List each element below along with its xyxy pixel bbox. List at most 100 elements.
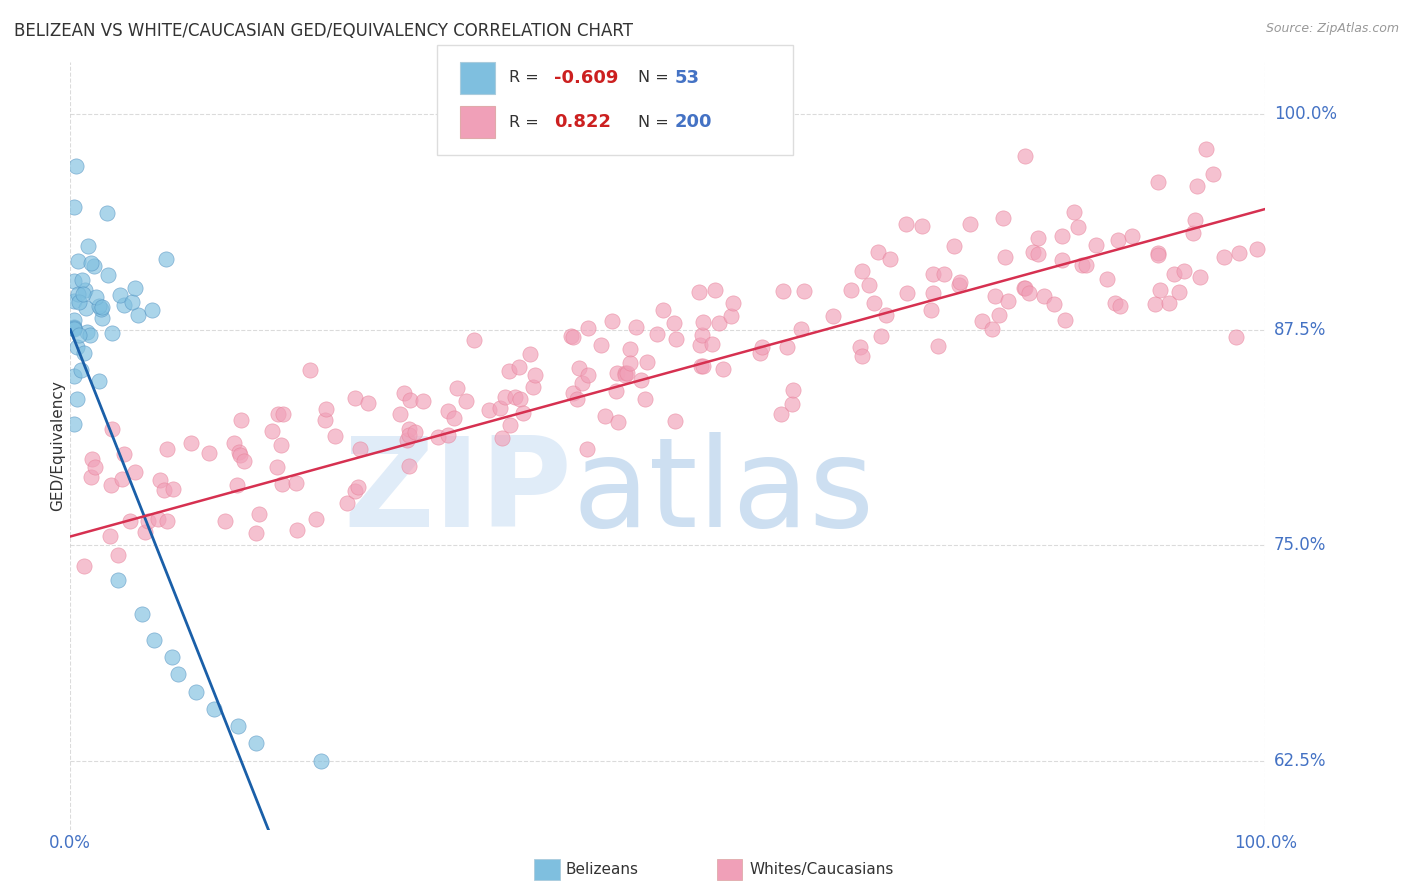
Point: [267, 407, 290, 421]
Point: [76, 325, 98, 339]
Point: [404, 425, 426, 440]
Point: [711, 361, 734, 376]
Point: [875, 308, 897, 322]
Point: [90, 301, 112, 315]
Point: [858, 277, 880, 292]
Point: [616, 366, 638, 380]
Point: [323, 429, 346, 443]
Point: [562, 386, 585, 401]
Text: 200: 200: [675, 113, 713, 131]
Text: R =: R =: [509, 115, 548, 129]
Point: [478, 403, 501, 417]
Point: [619, 342, 641, 356]
Point: [1121, 229, 1143, 244]
Point: [180, 435, 202, 450]
Point: [392, 386, 415, 401]
Text: BELIZEAN VS WHITE/CAUCASIAN GED/EQUIVALENCY CORRELATION CHART: BELIZEAN VS WHITE/CAUCASIAN GED/EQUIVALE…: [14, 22, 633, 40]
Text: N =: N =: [638, 115, 669, 129]
Point: [1107, 233, 1129, 247]
Point: [1104, 296, 1126, 310]
Point: [634, 392, 657, 406]
Point: [63, 293, 86, 308]
Point: [821, 309, 844, 323]
Point: [1189, 269, 1212, 284]
Point: [309, 754, 333, 768]
Point: [87, 299, 110, 313]
Point: [357, 396, 380, 410]
Text: 53: 53: [675, 69, 700, 87]
Point: [1043, 296, 1066, 310]
Point: [997, 293, 1019, 308]
Point: [127, 308, 149, 322]
Point: [162, 482, 184, 496]
Point: [100, 326, 122, 340]
Point: [66, 340, 89, 354]
Point: [245, 525, 267, 540]
Point: [970, 314, 993, 328]
Point: [1108, 299, 1130, 313]
Point: [1182, 226, 1205, 240]
Point: [107, 573, 129, 587]
Point: [1074, 258, 1097, 272]
Point: [456, 394, 478, 409]
Point: [1014, 281, 1036, 295]
Point: [166, 667, 188, 681]
Point: [336, 495, 359, 509]
Point: [879, 252, 901, 266]
Point: [343, 484, 366, 499]
Point: [260, 424, 283, 438]
Point: [229, 448, 252, 462]
Point: [298, 363, 321, 377]
Point: [589, 338, 612, 352]
Point: [80, 256, 103, 270]
Point: [67, 286, 90, 301]
Point: [1246, 242, 1268, 256]
Point: [266, 459, 288, 474]
Point: [79, 327, 101, 342]
Point: [776, 340, 799, 354]
Point: [72, 287, 94, 301]
Point: [645, 327, 668, 342]
Point: [869, 329, 891, 343]
Point: [343, 392, 366, 406]
Point: [988, 309, 1011, 323]
Point: [1143, 297, 1166, 311]
Point: [443, 411, 465, 425]
Point: [522, 380, 544, 394]
Point: [63, 319, 86, 334]
Point: [83, 460, 105, 475]
Point: [143, 632, 166, 647]
Point: [67, 327, 90, 342]
Point: [63, 369, 86, 384]
Point: [849, 340, 872, 354]
Point: [782, 383, 804, 397]
Point: [1202, 167, 1225, 181]
Point: [851, 264, 873, 278]
Text: 100.0%: 100.0%: [1274, 105, 1337, 123]
Point: [943, 238, 966, 252]
Point: [575, 442, 598, 456]
Point: [1018, 285, 1040, 300]
Point: [346, 480, 368, 494]
Point: [86, 290, 108, 304]
Point: [949, 276, 972, 290]
Point: [1225, 330, 1247, 344]
Point: [124, 465, 146, 479]
Point: [602, 314, 624, 328]
Text: -0.609: -0.609: [554, 69, 619, 87]
Point: [1184, 212, 1206, 227]
Point: [494, 390, 516, 404]
Point: [866, 245, 889, 260]
Point: [156, 514, 179, 528]
Point: [285, 523, 308, 537]
Point: [63, 200, 86, 214]
Point: [63, 322, 86, 336]
Point: [780, 397, 803, 411]
Point: [606, 366, 628, 380]
Point: [568, 360, 591, 375]
Point: [688, 285, 710, 299]
Point: [90, 311, 112, 326]
Point: [509, 392, 531, 406]
Point: [233, 454, 256, 468]
Point: [720, 309, 742, 323]
